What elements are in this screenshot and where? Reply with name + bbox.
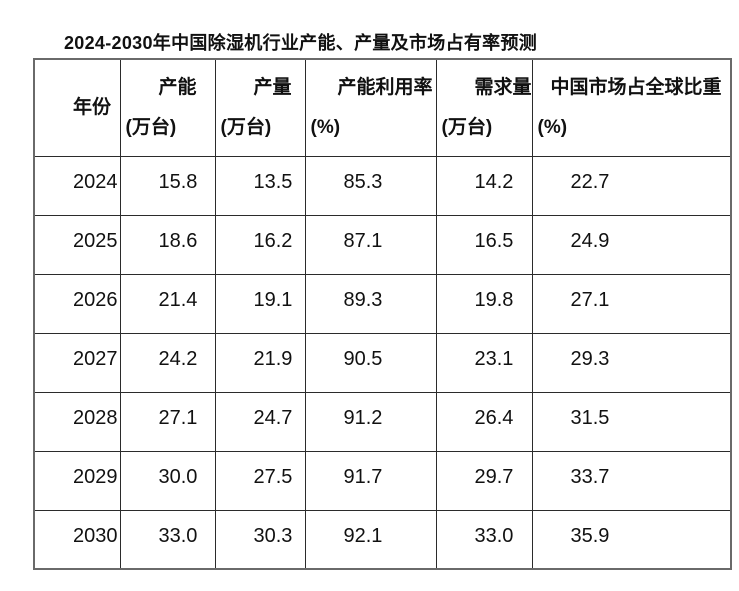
header-row: 年份 产能 (万台) 产量 (万台) 产能利用率 (%) 需求量 (万台) 中国… — [33, 58, 732, 157]
table-row: 2024 15.8 13.5 85.3 14.2 22.7 — [33, 155, 732, 216]
value-cell: 33.7 — [531, 450, 732, 511]
value-cell: 23.1 — [435, 332, 533, 393]
value-cell: 92.1 — [304, 509, 437, 570]
value-cell: 21.9 — [214, 332, 306, 393]
table-row: 2028 27.1 24.7 91.2 26.4 31.5 — [33, 391, 732, 452]
value-cell: 26.4 — [435, 391, 533, 452]
value-cell: 19.1 — [214, 273, 306, 334]
header-unit: (%) — [310, 116, 341, 138]
header-label: 产能利用率 — [337, 76, 433, 98]
header-unit: (%) — [537, 116, 568, 138]
value-cell: 24.2 — [119, 332, 216, 393]
table-row: 2026 21.4 19.1 89.3 19.8 27.1 — [33, 273, 732, 334]
column-header-year: 年份 — [33, 58, 121, 157]
value-cell: 33.0 — [435, 509, 533, 570]
value-cell: 13.5 — [214, 155, 306, 216]
column-header-output: 产量 (万台) — [214, 58, 306, 157]
header-unit: (万台) — [125, 116, 177, 138]
column-header-capacity: 产能 (万台) — [119, 58, 216, 157]
year-cell: 2027 — [33, 332, 121, 393]
value-cell: 27.5 — [214, 450, 306, 511]
value-cell: 21.4 — [119, 273, 216, 334]
value-cell: 15.8 — [119, 155, 216, 216]
value-cell: 89.3 — [304, 273, 437, 334]
value-cell: 87.1 — [304, 214, 437, 275]
year-cell: 2029 — [33, 450, 121, 511]
table-row: 2025 18.6 16.2 87.1 16.5 24.9 — [33, 214, 732, 275]
value-cell: 90.5 — [304, 332, 437, 393]
table-row: 2027 24.2 21.9 90.5 23.1 29.3 — [33, 332, 732, 393]
table-row: 2029 30.0 27.5 91.7 29.7 33.7 — [33, 450, 732, 511]
value-cell: 16.2 — [214, 214, 306, 275]
value-cell: 91.7 — [304, 450, 437, 511]
year-cell: 2025 — [33, 214, 121, 275]
value-cell: 29.7 — [435, 450, 533, 511]
year-cell: 2026 — [33, 273, 121, 334]
value-cell: 27.1 — [531, 273, 732, 334]
value-cell: 31.5 — [531, 391, 732, 452]
year-cell: 2030 — [33, 509, 121, 570]
header-unit: (万台) — [220, 116, 272, 138]
value-cell: 22.7 — [531, 155, 732, 216]
value-cell: 24.9 — [531, 214, 732, 275]
header-label: 需求量 — [474, 76, 532, 98]
value-cell: 14.2 — [435, 155, 533, 216]
header-label: 产量 — [253, 76, 292, 98]
value-cell: 33.0 — [119, 509, 216, 570]
column-header-utilization: 产能利用率 (%) — [304, 58, 437, 157]
value-cell: 16.5 — [435, 214, 533, 275]
value-cell: 24.7 — [214, 391, 306, 452]
header-label: 产能 — [158, 76, 197, 98]
table-row: 2030 33.0 30.3 92.1 33.0 35.9 — [33, 509, 732, 570]
header-label: 中国市场占全球比重 — [550, 76, 722, 98]
value-cell: 30.0 — [119, 450, 216, 511]
year-cell: 2028 — [33, 391, 121, 452]
forecast-table: 年份 产能 (万台) 产量 (万台) 产能利用率 (%) 需求量 (万台) 中国… — [33, 58, 732, 570]
value-cell: 35.9 — [531, 509, 732, 570]
value-cell: 91.2 — [304, 391, 437, 452]
page-title: 2024-2030年中国除湿机行业产能、产量及市场占有率预测 — [64, 33, 538, 53]
column-header-demand: 需求量 (万台) — [435, 58, 533, 157]
column-header-share: 中国市场占全球比重 (%) — [531, 58, 732, 157]
year-cell: 2024 — [33, 155, 121, 216]
value-cell: 19.8 — [435, 273, 533, 334]
value-cell: 85.3 — [304, 155, 437, 216]
value-cell: 29.3 — [531, 332, 732, 393]
value-cell: 30.3 — [214, 509, 306, 570]
table-body: 2024 15.8 13.5 85.3 14.2 22.7 2025 18.6 16.2 87.1… — [33, 155, 732, 570]
value-cell: 27.1 — [119, 391, 216, 452]
value-cell: 18.6 — [119, 214, 216, 275]
header-unit: (万台) — [441, 116, 493, 138]
header-label: 年份 — [73, 96, 112, 118]
